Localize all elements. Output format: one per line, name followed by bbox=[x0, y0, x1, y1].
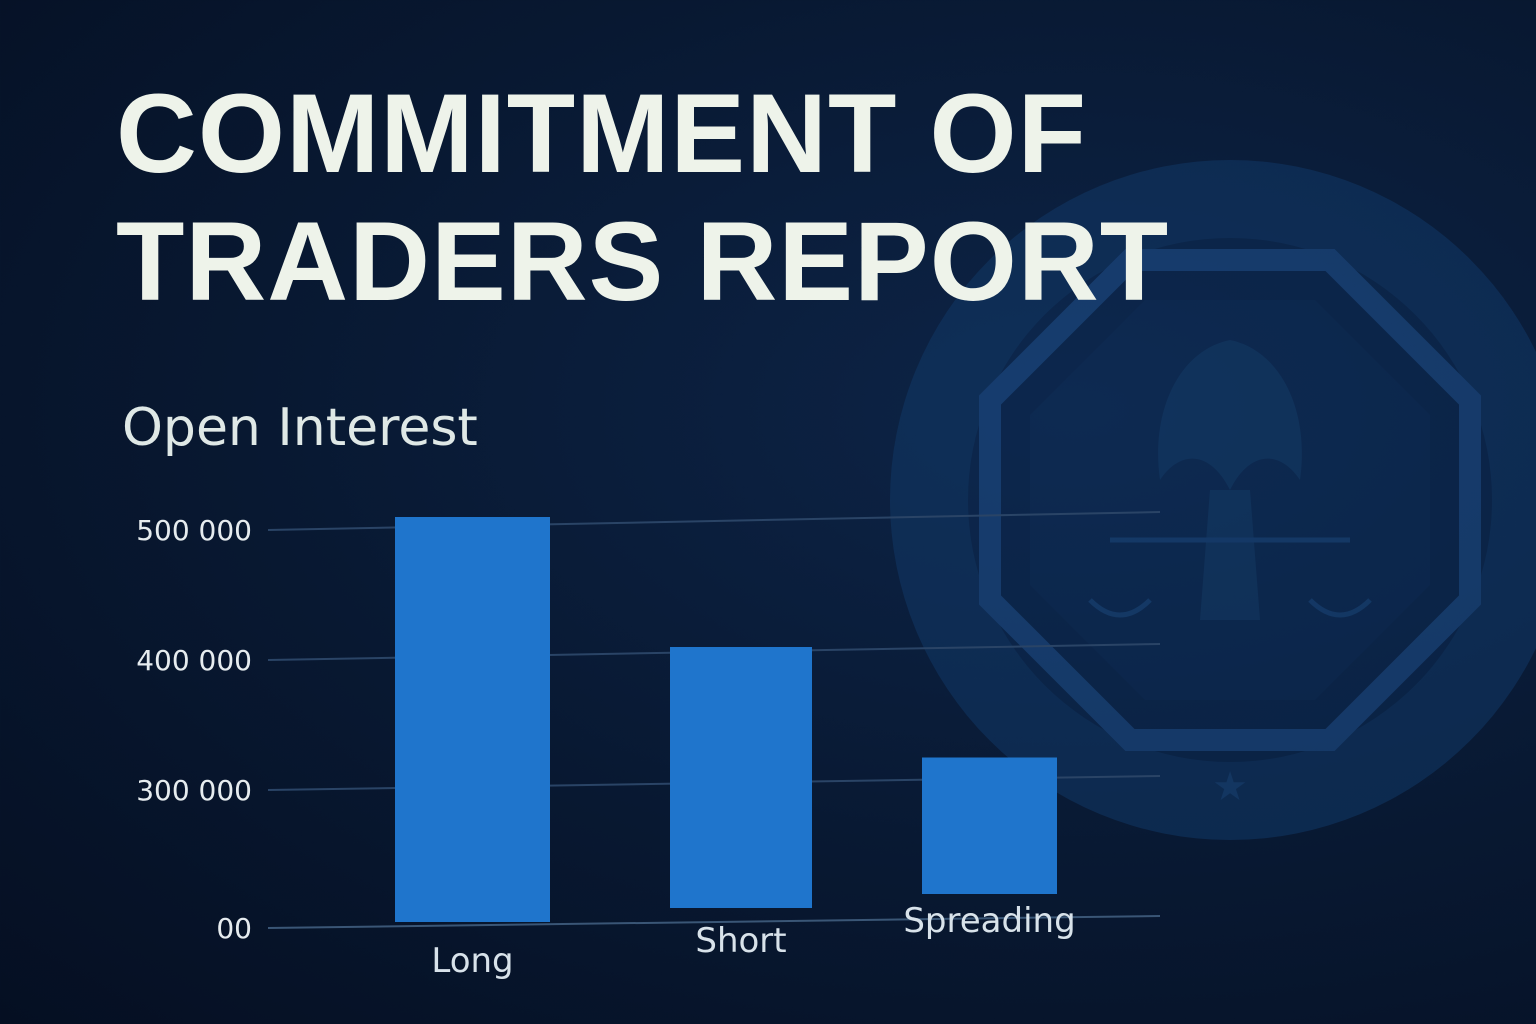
cftc-seal-watermark: ★ bbox=[890, 160, 1536, 840]
x-category-label: Spreading bbox=[903, 901, 1075, 941]
eagle-icon bbox=[1158, 340, 1302, 620]
y-tick-label: 300 000 bbox=[136, 774, 252, 807]
y-tick-label: 00 bbox=[216, 912, 252, 945]
bar-short bbox=[670, 647, 812, 908]
gridline bbox=[267, 915, 1161, 929]
x-category-label: Long bbox=[431, 941, 513, 981]
bar-long bbox=[395, 517, 550, 922]
page-title: COMMITMENT OF TRADERS REPORT bbox=[116, 70, 1169, 326]
scales-icon bbox=[1088, 537, 1372, 618]
svg-text:★: ★ bbox=[1212, 764, 1248, 810]
bar-spreading bbox=[922, 757, 1057, 894]
y-tick-label: 500 000 bbox=[136, 514, 252, 547]
x-category-label: Short bbox=[695, 921, 786, 961]
y-tick-label: 400 000 bbox=[136, 644, 252, 677]
seal-octagon bbox=[979, 249, 1481, 751]
title-line-2: TRADERS REPORT bbox=[116, 199, 1170, 324]
chart-title: Open Interest bbox=[122, 398, 478, 458]
title-line-1: COMMITMENT OF bbox=[116, 71, 1088, 196]
